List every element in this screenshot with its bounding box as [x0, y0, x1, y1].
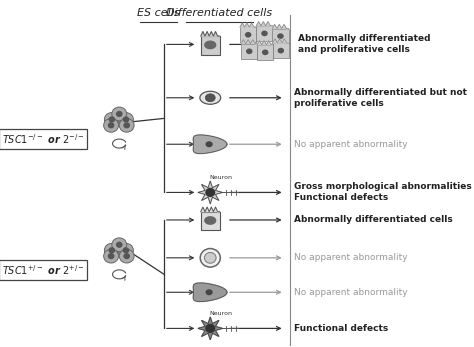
Circle shape	[109, 116, 115, 122]
Text: Functional defects: Functional defects	[294, 324, 388, 333]
Circle shape	[205, 324, 215, 333]
Bar	[256, 26, 273, 41]
Ellipse shape	[206, 141, 213, 147]
Circle shape	[200, 248, 220, 267]
Bar	[272, 28, 289, 44]
Ellipse shape	[278, 48, 284, 53]
Circle shape	[119, 249, 134, 263]
Circle shape	[104, 112, 119, 126]
Circle shape	[104, 243, 119, 257]
Polygon shape	[201, 207, 220, 212]
Circle shape	[118, 243, 133, 257]
Circle shape	[104, 118, 118, 132]
Bar	[240, 27, 256, 42]
Polygon shape	[201, 32, 220, 36]
Polygon shape	[273, 39, 289, 43]
Bar	[257, 45, 273, 60]
Bar	[201, 212, 220, 230]
Circle shape	[123, 122, 130, 128]
Circle shape	[116, 111, 123, 117]
Text: No apparent abnormality: No apparent abnormality	[294, 288, 408, 297]
Text: Abnormally differentiated cells: Abnormally differentiated cells	[294, 215, 453, 225]
Text: $TSC1^{-/-}$ or $2^{-/-}$: $TSC1^{-/-}$ or $2^{-/-}$	[2, 132, 84, 146]
Circle shape	[119, 118, 134, 132]
Text: Abnormally differentiated but not
proliferative cells: Abnormally differentiated but not prolif…	[294, 88, 467, 108]
Polygon shape	[193, 283, 227, 302]
Ellipse shape	[262, 50, 268, 55]
Ellipse shape	[204, 216, 217, 225]
Text: $TSC1^{+/-}$ or $2^{+/-}$: $TSC1^{+/-}$ or $2^{+/-}$	[2, 263, 84, 277]
Polygon shape	[193, 135, 227, 153]
Circle shape	[118, 112, 133, 126]
Ellipse shape	[206, 289, 213, 295]
Bar	[241, 44, 257, 59]
Text: Abnormally differentiated
and proliferative cells: Abnormally differentiated and proliferat…	[298, 34, 430, 54]
Polygon shape	[256, 22, 273, 26]
Circle shape	[109, 247, 115, 253]
Text: No apparent abnormality: No apparent abnormality	[294, 140, 408, 149]
Circle shape	[104, 249, 118, 263]
Ellipse shape	[205, 94, 215, 102]
Polygon shape	[240, 23, 256, 27]
Polygon shape	[241, 40, 257, 44]
Polygon shape	[272, 24, 289, 28]
Circle shape	[205, 188, 215, 197]
Bar	[201, 36, 220, 55]
Text: No apparent abnormality: No apparent abnormality	[294, 253, 408, 262]
Bar	[273, 43, 289, 58]
Text: Gross morphological abnormalities
Functional defects: Gross morphological abnormalities Functi…	[294, 183, 472, 203]
Text: Neuron: Neuron	[209, 311, 232, 316]
Polygon shape	[198, 181, 222, 204]
Circle shape	[108, 253, 114, 259]
Polygon shape	[198, 317, 222, 340]
Circle shape	[112, 107, 127, 121]
Text: ES cells: ES cells	[137, 8, 180, 18]
Ellipse shape	[277, 33, 284, 39]
Polygon shape	[257, 41, 273, 45]
Circle shape	[123, 253, 130, 259]
Ellipse shape	[245, 32, 251, 37]
Circle shape	[116, 242, 123, 248]
Circle shape	[204, 253, 216, 263]
Circle shape	[108, 122, 114, 128]
Ellipse shape	[261, 31, 268, 36]
Ellipse shape	[200, 91, 221, 104]
Text: Differentiated cells: Differentiated cells	[166, 8, 273, 18]
Circle shape	[123, 116, 129, 122]
Circle shape	[123, 247, 129, 253]
Circle shape	[112, 238, 127, 252]
Ellipse shape	[204, 41, 217, 49]
Ellipse shape	[246, 49, 253, 54]
Text: Neuron: Neuron	[209, 175, 232, 180]
